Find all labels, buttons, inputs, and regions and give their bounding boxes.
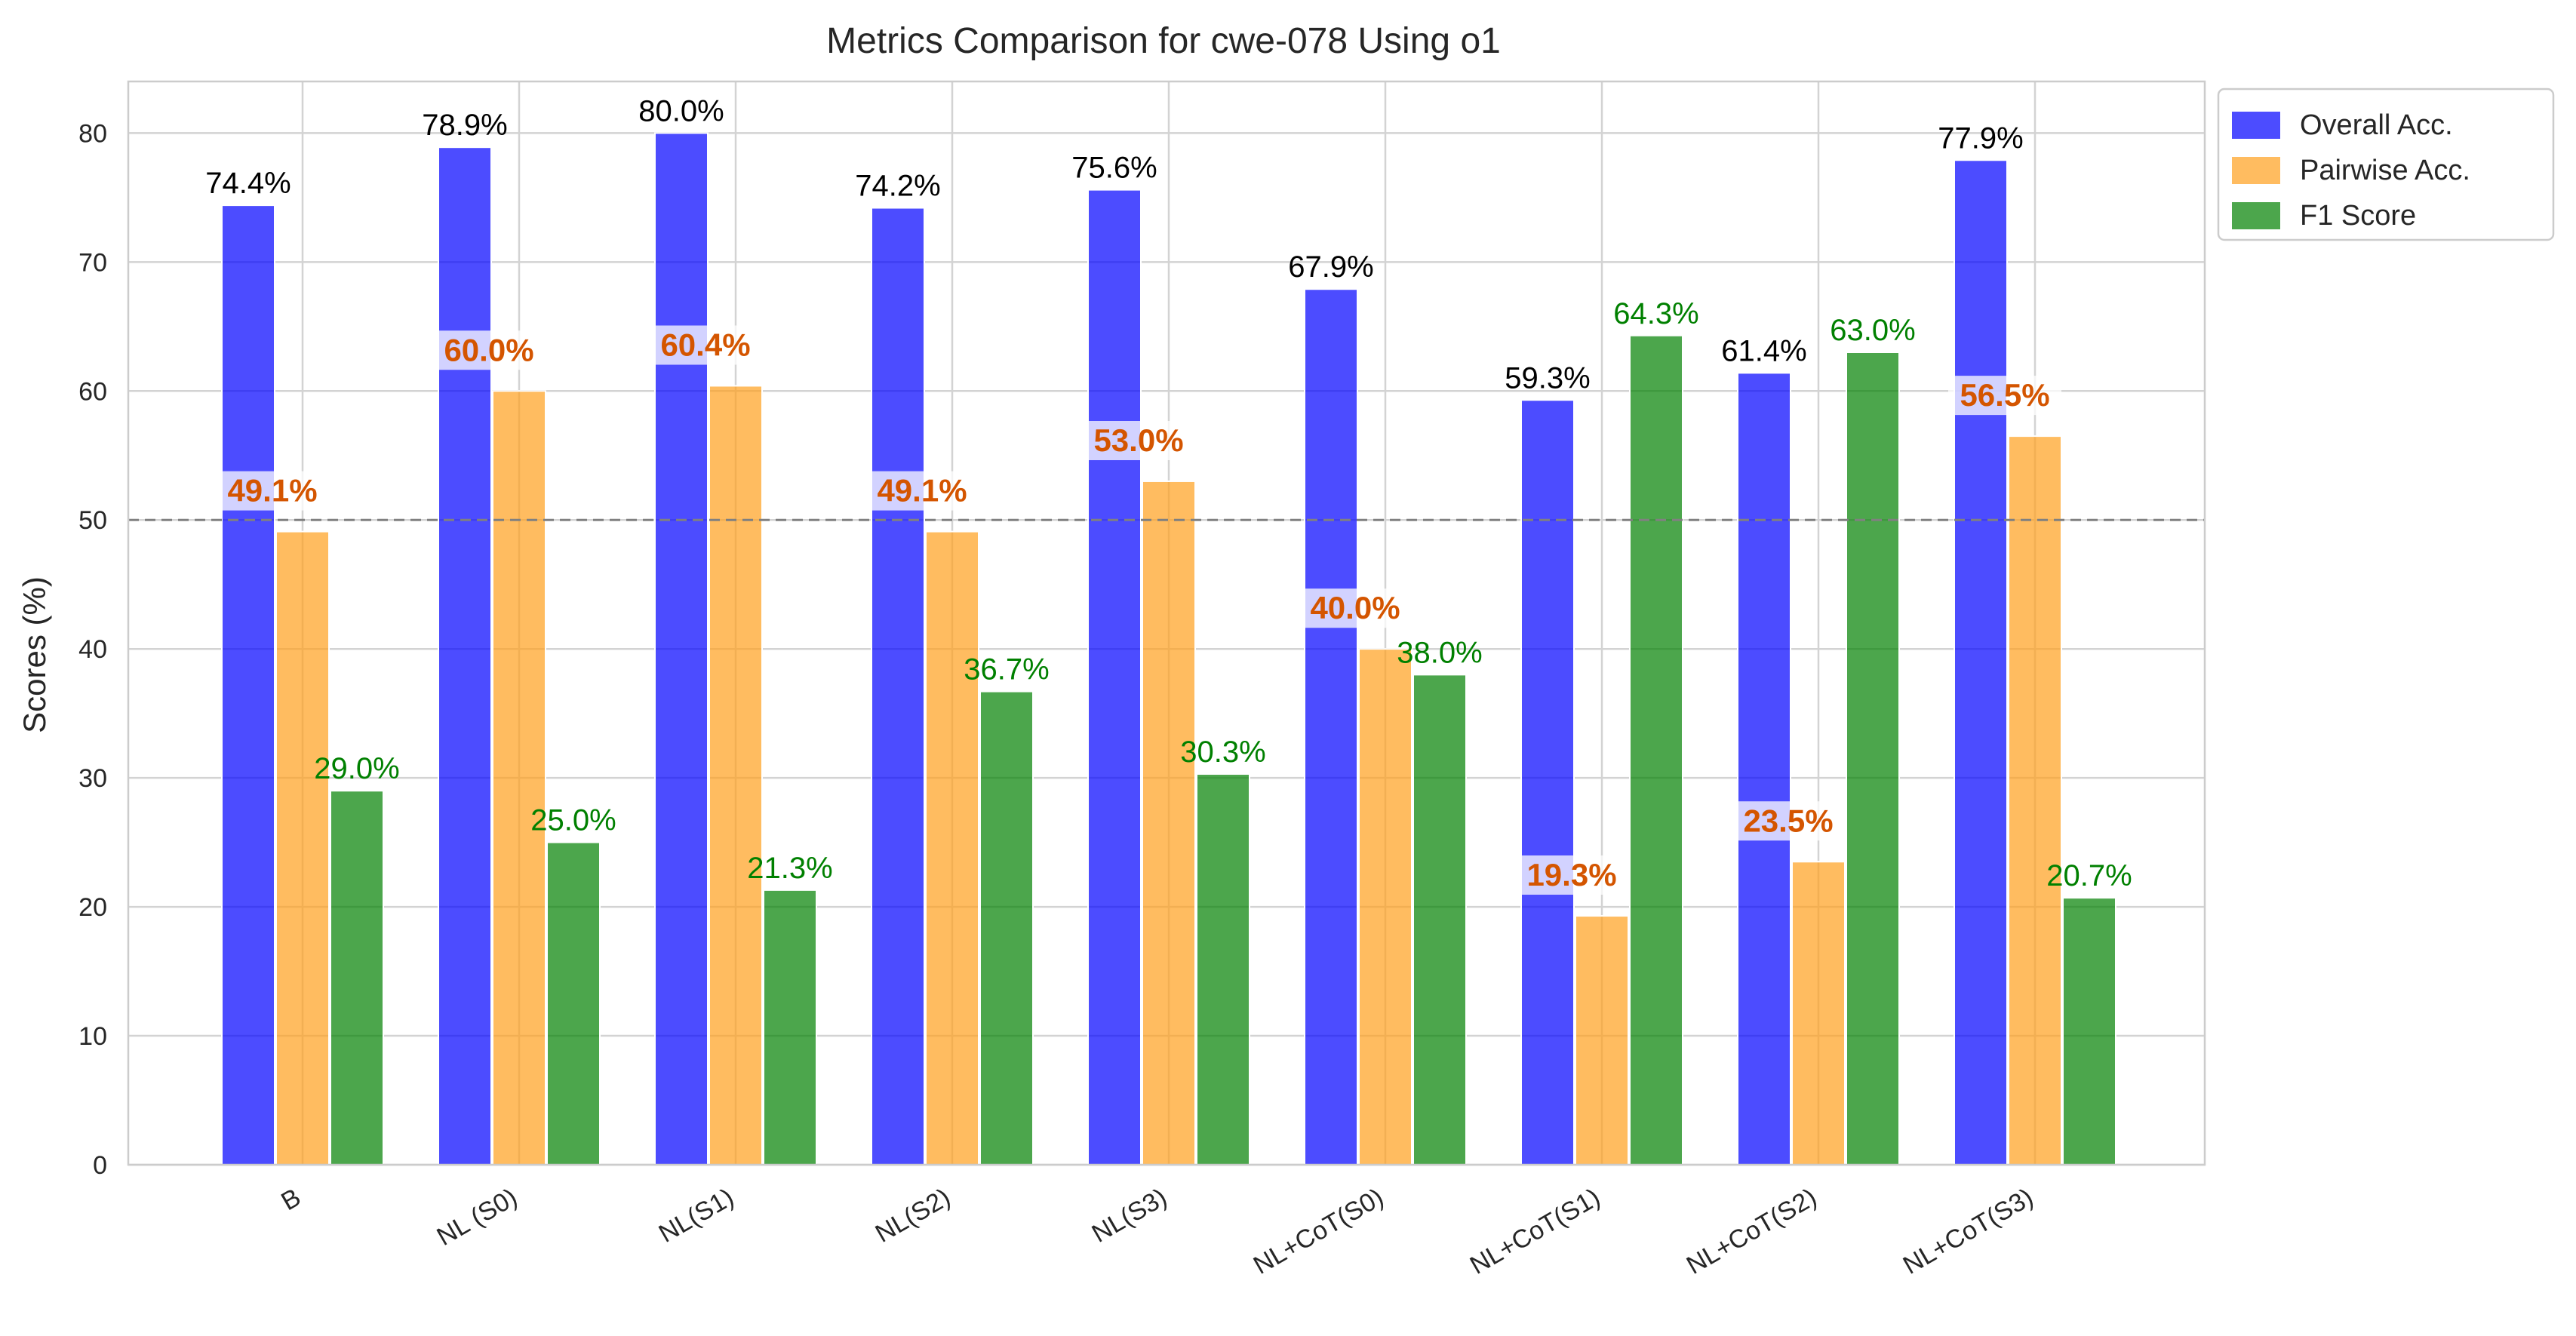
data-label-layer: 74.4% 78.9% 80.0% 74.2% 75.6% 67.9% 59.3% 61.4%… (205, 94, 2132, 895)
y-tick-label: 40 (78, 635, 107, 664)
bar-overall-acc (221, 204, 275, 1166)
pairwise-label-background (1299, 588, 1412, 628)
x-tick-label: NL+CoT(S0) (1249, 1183, 1388, 1280)
x-tick-label: NL(S1) (654, 1183, 739, 1248)
data-label-f1-score: 29.0% (314, 752, 399, 785)
legend-entry-label: F1 Score (2300, 200, 2416, 232)
data-label-f1-score: 20.7% (2046, 859, 2132, 892)
x-tick-label: NL+CoT(S1) (1465, 1183, 1605, 1280)
bar-pairwise-acc (925, 530, 979, 1166)
bar-overall-acc (1520, 399, 1575, 1166)
pairwise-label-background (216, 471, 329, 511)
data-label-pairwise-acc: 40.0% (1310, 590, 1400, 625)
data-label-pairwise-acc: 49.1% (877, 473, 967, 508)
data-label-overall-acc: 61.4% (1721, 334, 1806, 367)
y-tick-label: 10 (78, 1022, 107, 1051)
legend-swatch (2232, 112, 2280, 139)
legend-entry-label: Overall Acc. (2300, 109, 2453, 141)
bar-overall-acc (438, 146, 492, 1166)
data-label-f1-score: 63.0% (1830, 314, 1915, 347)
data-label-pairwise-acc: 49.1% (227, 473, 317, 508)
bar-pairwise-acc (1575, 915, 1629, 1166)
legend: Overall Acc. Pairwise Acc. F1 Score (2217, 88, 2555, 241)
pairwise-label-background (1515, 855, 1628, 895)
bar-f1-score (1412, 674, 1467, 1166)
data-label-overall-acc: 80.0% (638, 94, 724, 127)
bar-overall-acc (1087, 189, 1142, 1166)
pairwise-label-background (649, 325, 762, 365)
y-tick-label: 70 (78, 248, 107, 277)
legend-entry-label: Pairwise Acc. (2300, 155, 2470, 186)
y-axis-label: Scores (%) (17, 576, 52, 733)
bar-pairwise-acc (709, 385, 763, 1166)
data-label-pairwise-acc: 19.3% (1526, 857, 1616, 892)
x-tick-label: NL (S0) (432, 1183, 522, 1252)
bar-f1-score (763, 889, 817, 1166)
bar-pairwise-acc (1358, 648, 1412, 1166)
data-label-pairwise-acc: 60.4% (660, 327, 750, 362)
bar-f1-score (1629, 334, 1683, 1166)
bar-f1-score (330, 790, 384, 1166)
x-tick-label: NL(S2) (871, 1183, 955, 1248)
y-tick-label: 30 (78, 764, 107, 793)
data-label-overall-acc: 59.3% (1505, 361, 1590, 395)
pairwise-label-background (1732, 801, 1845, 841)
bar-pairwise-acc (1791, 861, 1846, 1166)
bar-overall-acc (1304, 288, 1358, 1166)
data-label-overall-acc: 78.9% (422, 109, 507, 142)
bar-overall-acc (1737, 372, 1791, 1166)
data-label-pairwise-acc: 56.5% (1960, 377, 2049, 413)
legend-swatch (2232, 202, 2280, 229)
bar-pairwise-acc (492, 390, 546, 1166)
data-label-overall-acc: 74.2% (855, 170, 940, 203)
bar-f1-score (1846, 352, 1900, 1166)
x-tick-label: NL+CoT(S2) (1682, 1183, 1821, 1280)
y-tick-label: 80 (78, 119, 107, 148)
bar-overall-acc (654, 132, 709, 1166)
plot-frame (127, 80, 2206, 1166)
data-label-overall-acc: 74.4% (205, 167, 290, 200)
pairwise-label-background (1948, 376, 2061, 416)
pairwise-label-background (865, 471, 979, 511)
bar-pairwise-acc (275, 530, 330, 1166)
data-label-pairwise-acc: 53.0% (1093, 422, 1183, 458)
data-label-f1-score: 30.3% (1180, 736, 1265, 769)
data-label-overall-acc: 77.9% (1938, 121, 2023, 155)
x-tick-label: B (276, 1183, 306, 1216)
y-tick-label: 60 (78, 377, 107, 406)
data-label-pairwise-acc: 23.5% (1743, 803, 1833, 838)
bar-f1-score (979, 690, 1034, 1166)
bar-pairwise-acc (1142, 480, 1196, 1166)
pairwise-label-background (432, 330, 546, 370)
y-tick-label: 0 (93, 1151, 107, 1180)
x-tick-label: NL(S3) (1087, 1183, 1172, 1248)
data-label-f1-score: 36.7% (964, 653, 1049, 686)
chart-title: Metrics Comparison for cwe-078 Using o1 (826, 21, 1501, 61)
legend-box (2217, 88, 2555, 241)
x-tick-label: NL+CoT(S3) (1898, 1183, 2038, 1280)
data-label-overall-acc: 75.6% (1071, 152, 1157, 185)
data-label-f1-score: 21.3% (747, 852, 832, 885)
data-label-f1-score: 64.3% (1613, 297, 1698, 330)
bar-overall-acc (1954, 159, 2008, 1166)
pairwise-label-background (1082, 420, 1195, 460)
bar-overall-acc (871, 207, 925, 1166)
data-label-f1-score: 25.0% (530, 804, 616, 837)
data-label-overall-acc: 67.9% (1288, 250, 1373, 284)
legend-swatch (2232, 157, 2280, 184)
bar-f1-score (2062, 897, 2116, 1166)
data-label-pairwise-acc: 60.0% (444, 332, 533, 367)
bar-f1-score (546, 841, 601, 1166)
bar-f1-score (1196, 773, 1250, 1166)
bar-pairwise-acc (2008, 435, 2062, 1166)
y-tick-label: 50 (78, 506, 107, 535)
y-tick-label: 20 (78, 893, 107, 922)
data-label-f1-score: 38.0% (1397, 636, 1482, 669)
